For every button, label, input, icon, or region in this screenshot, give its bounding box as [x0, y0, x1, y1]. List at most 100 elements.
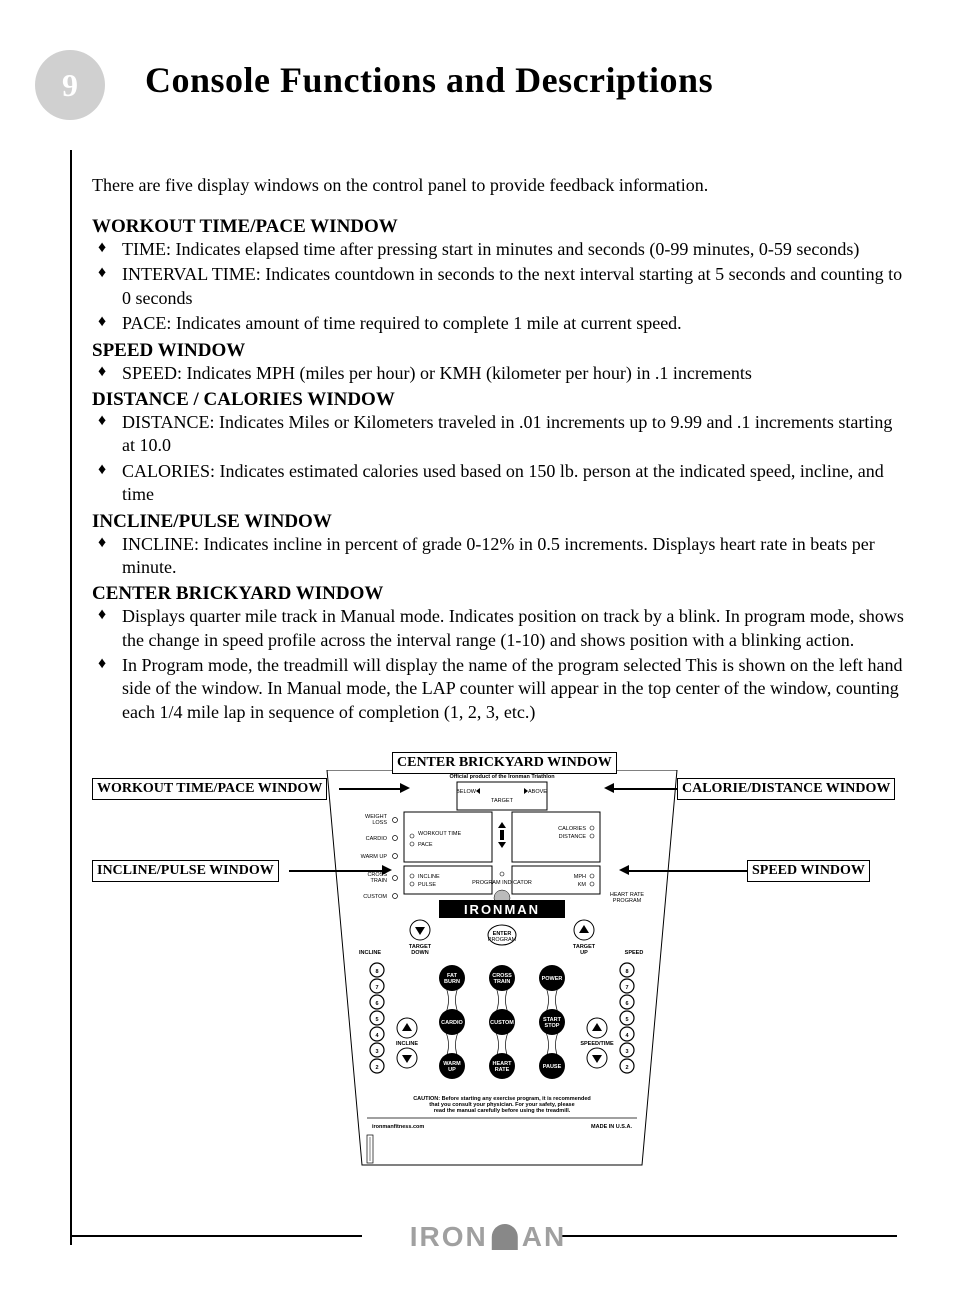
svg-text:4: 4 — [625, 1033, 629, 1039]
svg-text:CUSTOM: CUSTOM — [490, 1020, 514, 1026]
arrow-icon — [604, 783, 614, 793]
svg-text:2: 2 — [375, 1065, 378, 1071]
svg-text:INCLINE: INCLINE — [418, 874, 440, 880]
page-title: Console Functions and Descriptions — [145, 59, 713, 101]
bullet-item: CALORIES: Indicates estimated calories u… — [98, 460, 904, 507]
svg-text:DISTANCE: DISTANCE — [559, 834, 587, 840]
svg-text:PACE: PACE — [418, 842, 433, 848]
callout-line — [612, 788, 677, 790]
section-heading: CENTER BRICKYARD WINDOW — [92, 583, 904, 605]
callout-calorie-distance: CALORIE/DISTANCE WINDOW — [677, 778, 895, 800]
bullet-item: INCLINE: Indicates incline in percent of… — [98, 533, 904, 580]
svg-text:8: 8 — [375, 969, 378, 975]
svg-text:UP: UP — [448, 1067, 456, 1073]
page-header: 9 Console Functions and Descriptions — [35, 40, 904, 120]
callout-speed: SPEED WINDOW — [747, 860, 870, 882]
svg-text:PROGRAM INDICATOR: PROGRAM INDICATOR — [472, 880, 532, 886]
svg-text:INCLINE: INCLINE — [359, 950, 381, 956]
section-heading: WORKOUT TIME/PACE WINDOW — [92, 216, 904, 238]
svg-text:2: 2 — [625, 1065, 628, 1071]
m-dot-icon — [492, 1224, 518, 1250]
svg-text:UP: UP — [580, 950, 588, 956]
diagram-official-product: Official product of the Ironman Triathlo… — [449, 774, 555, 780]
svg-text:INCLINE: INCLINE — [396, 1041, 418, 1047]
console-illustration: Official product of the Ironman Triathlo… — [292, 770, 712, 1190]
svg-text:POWER: POWER — [542, 976, 563, 982]
intro-paragraph: There are five display windows on the co… — [92, 175, 904, 196]
callout-line — [339, 788, 402, 790]
section-heading: INCLINE/PULSE WINDOW — [92, 511, 904, 533]
arrow-icon — [382, 865, 392, 875]
arrow-icon — [619, 865, 629, 875]
bullet-list: Displays quarter mile track in Manual mo… — [92, 605, 904, 724]
svg-text:BELOW: BELOW — [456, 789, 477, 795]
svg-text:TRAIN: TRAIN — [494, 979, 511, 985]
console-diagram: CENTER BRICKYARD WINDOW WORKOUT TIME/PAC… — [92, 752, 912, 1212]
section-heading: SPEED WINDOW — [92, 340, 904, 362]
bullet-list: TIME: Indicates elapsed time after press… — [92, 238, 904, 336]
bullet-item: INTERVAL TIME: Indicates countdown in se… — [98, 263, 904, 310]
callout-line — [627, 870, 747, 872]
svg-text:CARDIO: CARDIO — [366, 836, 388, 842]
bullet-item: SPEED: Indicates MPH (miles per hour) or… — [98, 362, 904, 385]
content-area: There are five display windows on the co… — [70, 150, 904, 1245]
number-col-left: 8 7 6 5 4 3 2 — [370, 963, 384, 1073]
svg-text:3: 3 — [375, 1049, 378, 1055]
svg-text:KM: KM — [578, 882, 587, 888]
svg-text:TARGET: TARGET — [491, 798, 514, 804]
page-number-badge: 9 — [35, 50, 105, 120]
bullet-list: INCLINE: Indicates incline in percent of… — [92, 533, 904, 580]
svg-text:RATE: RATE — [495, 1067, 510, 1073]
svg-text:PULSE: PULSE — [418, 882, 436, 888]
bullet-item: DISTANCE: Indicates Miles or Kilometers … — [98, 411, 904, 458]
sections-host: WORKOUT TIME/PACE WINDOWTIME: Indicates … — [92, 216, 904, 724]
bullet-item: Displays quarter mile track in Manual mo… — [98, 605, 904, 652]
callout-workout-time: WORKOUT TIME/PACE WINDOW — [92, 778, 327, 800]
svg-text:IRONMAN: IRONMAN — [464, 902, 540, 917]
callout-incline-pulse: INCLINE/PULSE WINDOW — [92, 860, 279, 882]
svg-text:PROGRAM: PROGRAM — [488, 937, 517, 943]
svg-text:ABOVE: ABOVE — [528, 789, 547, 795]
svg-text:DOWN: DOWN — [411, 950, 428, 956]
bullet-item: TIME: Indicates elapsed time after press… — [98, 238, 904, 261]
svg-text:8: 8 — [625, 969, 628, 975]
arrow-icon — [400, 783, 410, 793]
footer-rule-right — [562, 1235, 897, 1237]
svg-text:PROGRAM: PROGRAM — [613, 898, 642, 904]
svg-text:BURN: BURN — [444, 979, 460, 985]
bullet-item: PACE: Indicates amount of time required … — [98, 312, 904, 335]
svg-text:PAUSE: PAUSE — [543, 1064, 562, 1070]
svg-text:LOSS: LOSS — [372, 820, 387, 826]
svg-text:3: 3 — [625, 1049, 628, 1055]
bullet-item: In Program mode, the treadmill will disp… — [98, 654, 904, 724]
svg-text:WORKOUT TIME: WORKOUT TIME — [418, 831, 462, 837]
svg-text:7: 7 — [375, 985, 378, 991]
svg-text:read the manual carefully befo: read the manual carefully before using t… — [434, 1108, 571, 1114]
svg-text:CARDIO: CARDIO — [441, 1020, 463, 1026]
svg-text:CUSTOM: CUSTOM — [363, 894, 387, 900]
svg-text:7: 7 — [625, 985, 628, 991]
section-heading: DISTANCE / CALORIES WINDOW — [92, 389, 904, 411]
footer-logo: IRONAN — [410, 1221, 566, 1253]
svg-text:6: 6 — [625, 1001, 628, 1007]
svg-text:CALORIES: CALORIES — [558, 826, 586, 832]
footer-rule-left — [72, 1235, 362, 1237]
bullet-list: DISTANCE: Indicates Miles or Kilometers … — [92, 411, 904, 507]
bullet-list: SPEED: Indicates MPH (miles per hour) or… — [92, 362, 904, 385]
svg-text:4: 4 — [375, 1033, 379, 1039]
svg-text:MADE IN U.S.A.: MADE IN U.S.A. — [591, 1124, 632, 1130]
callout-center-brickyard: CENTER BRICKYARD WINDOW — [392, 752, 617, 774]
svg-text:WARM UP: WARM UP — [361, 854, 388, 860]
number-col-right: 8 7 6 5 4 3 2 — [620, 963, 634, 1073]
callout-line — [289, 870, 384, 872]
svg-text:SPEED: SPEED — [625, 950, 644, 956]
indicator-col-left: WEIGHT LOSS CARDIO WARM UP CROSS TRAIN C… — [361, 814, 398, 900]
button-grid: FATBURN CROSSTRAIN POWER CARDIO CUSTOM S… — [439, 965, 565, 1079]
svg-text:SPEED/TIME: SPEED/TIME — [580, 1041, 614, 1047]
svg-text:ironmanfitness.com: ironmanfitness.com — [372, 1124, 424, 1130]
svg-text:5: 5 — [625, 1017, 628, 1023]
svg-text:STOP: STOP — [545, 1023, 560, 1029]
svg-text:6: 6 — [375, 1001, 378, 1007]
svg-text:MPH: MPH — [574, 874, 586, 880]
svg-text:5: 5 — [375, 1017, 378, 1023]
